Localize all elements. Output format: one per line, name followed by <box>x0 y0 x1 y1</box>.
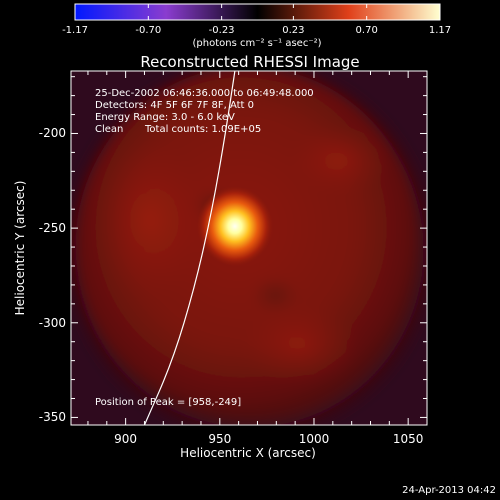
emission-dip-lower <box>251 277 299 313</box>
clean-algorithm-text: Clean <box>95 124 124 135</box>
y-tick-label: -200 <box>38 126 66 141</box>
solar-limb-line <box>143 71 236 425</box>
emission-blob-left <box>95 140 205 300</box>
colorbar-tick-label: 0.23 <box>282 25 305 36</box>
x-tick-label: 1050 <box>392 432 424 446</box>
emission-blob-lower <box>240 305 360 385</box>
colorbar-tick-label: -1.17 <box>62 25 88 36</box>
y-tick-label: -300 <box>38 315 66 330</box>
generation-timestamp: 24-Apr-2013 04:42 <box>402 485 496 496</box>
y-tick-label: -350 <box>38 410 66 425</box>
colorbar-tick-label: 0.70 <box>355 25 378 36</box>
total-counts-text: Total counts: 1.09E+05 <box>145 124 262 135</box>
x-tick-label: 900 <box>114 432 138 446</box>
detectors-text: Detectors: 4F 5F 6F 7F 8F, Att 0 <box>95 100 255 111</box>
colorbar-tick-label: 1.17 <box>428 25 452 36</box>
colorbar-ticks <box>74 4 441 20</box>
colorbar-tick-label: -0.70 <box>135 25 162 36</box>
energy-range-text: Energy Range: 3.0 - 6.0 keV <box>95 112 235 123</box>
x-axis-label: Heliocentric X (arcsec) <box>180 446 316 460</box>
emission-blob-upper-right <box>290 125 390 195</box>
colorbar <box>75 4 440 20</box>
axis-ticks <box>71 71 428 425</box>
y-tick-label: -250 <box>38 221 66 236</box>
flare-peak-source <box>196 186 273 267</box>
x-tick-label: 1000 <box>298 432 330 446</box>
chart-title: Reconstructed RHESSI Image <box>140 53 360 71</box>
y-axis-label: Heliocentric Y (arcsec) <box>13 180 27 316</box>
peak-position-text: Position of Peak = [958,-249] <box>95 397 242 408</box>
time-range-text: 25-Dec-2002 06:46:36.000 to 06:49:48.000 <box>95 88 314 99</box>
x-tick-label: 950 <box>208 432 232 446</box>
colorbar-tick-label: -0.23 <box>208 25 235 36</box>
colorbar-units: (photons cm⁻² s⁻¹ asec⁻²) <box>192 38 322 49</box>
colorbar-frame <box>74 3 441 21</box>
rhessi-image <box>71 71 427 425</box>
plot-frame <box>70 70 428 426</box>
